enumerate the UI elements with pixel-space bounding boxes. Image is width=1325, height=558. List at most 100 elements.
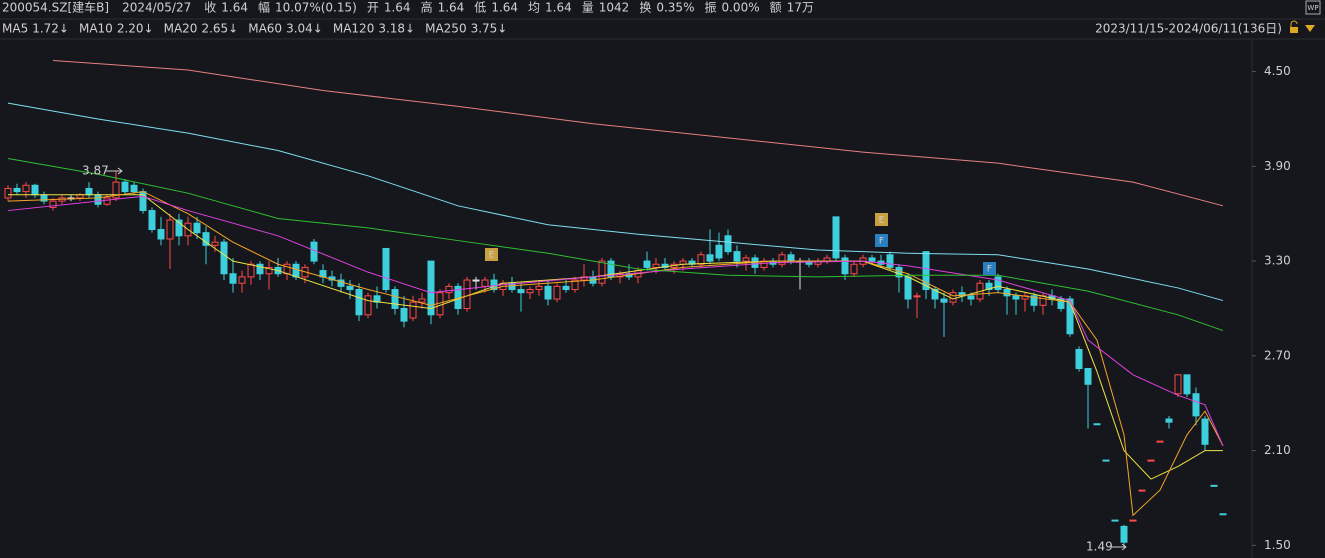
- candle-body: [715, 244, 723, 259]
- candle-body: [1012, 295, 1020, 300]
- ma-line: [7, 157, 1224, 332]
- legend-value: 1.72↓: [32, 22, 69, 36]
- candle-body: [391, 289, 399, 309]
- candle-body: [4, 187, 12, 199]
- price-annotation: 3.87: [82, 164, 109, 178]
- candle-body: [346, 285, 354, 291]
- header-label: 振: [704, 1, 716, 15]
- candle-body: [265, 266, 273, 275]
- event-label: E: [879, 216, 885, 226]
- wp-icon[interactable]: [1305, 0, 1321, 15]
- candle-body: [463, 279, 471, 309]
- candle-body: [94, 194, 102, 205]
- header-value: 1042: [599, 1, 630, 15]
- plot: 4.50 3.90 3.30 2.70 2.10 1.50 3.87 1.49 E E F F: [4, 60, 1291, 554]
- candle-body: [1147, 459, 1155, 462]
- header-label: 200054.SZ[建车B]: [2, 0, 109, 15]
- legend-name: MA20: [164, 22, 198, 36]
- candle-body: [427, 260, 435, 316]
- candle-body: [472, 279, 480, 282]
- header-value: 0.35%: [656, 1, 694, 15]
- candle-body: [355, 289, 363, 316]
- candle-body: [787, 254, 795, 262]
- candle-body: [1201, 418, 1209, 445]
- event-badge[interactable]: [485, 248, 498, 261]
- candle-body: [958, 292, 966, 297]
- candle-body: [1093, 423, 1101, 426]
- event-badge[interactable]: [875, 234, 888, 247]
- candle-body: [1084, 367, 1092, 385]
- candle-body: [778, 254, 786, 265]
- candle-body: [1003, 289, 1011, 297]
- header-value: 1.64: [438, 1, 465, 15]
- candle-body: [535, 285, 543, 291]
- candle-body: [1192, 393, 1200, 417]
- lock-icon[interactable]: [1290, 27, 1298, 33]
- candle-body: [364, 295, 372, 316]
- ma-legend: MA5 1.72↓ MA10 2.20↓ MA20 2.65↓ MA60 3.04↓ MA120…: [2, 22, 507, 36]
- candle-body: [112, 181, 120, 199]
- header-label: 换: [639, 1, 651, 15]
- candle-body: [49, 200, 57, 208]
- candle-body: [553, 285, 561, 300]
- candle-body: [607, 260, 615, 278]
- candle-body: [166, 219, 174, 240]
- candle-body: [1057, 298, 1065, 309]
- header-label: 幅: [258, 0, 270, 15]
- wp-icon-text: WP: [1307, 4, 1318, 12]
- candle-body: [13, 187, 21, 193]
- legend-value: 3.18↓: [378, 22, 415, 36]
- candle-body: [148, 210, 156, 231]
- event-badge[interactable]: [875, 213, 888, 226]
- candle-body: [445, 285, 453, 294]
- candle-body: [157, 229, 165, 240]
- y-tick-label: 2.10: [1264, 443, 1291, 457]
- candle-body: [733, 251, 741, 262]
- candle-body: [256, 263, 264, 275]
- ma-line: [7, 195, 1224, 447]
- candle-body: [220, 241, 228, 275]
- candle-body: [211, 241, 219, 246]
- candle-body: [409, 301, 417, 319]
- header-value: 0.00%: [721, 1, 759, 15]
- header-label: 额: [770, 1, 782, 15]
- candle-body: [580, 276, 588, 281]
- candle-body: [202, 232, 210, 246]
- candle-body: [931, 289, 939, 300]
- annotation-arrow: [1112, 543, 1127, 551]
- candle-body: [832, 216, 840, 259]
- legend-value: 2.20↓: [117, 22, 154, 36]
- candle-body: [481, 279, 489, 287]
- candle-body: [1183, 374, 1191, 395]
- candle-body: [292, 263, 300, 278]
- candle-body: [850, 263, 858, 275]
- dropdown-icon[interactable]: [1305, 25, 1315, 32]
- header-value: 1.64: [545, 1, 572, 15]
- candle-body: [922, 251, 930, 291]
- candle-body: [616, 273, 624, 278]
- legend-name: MA10: [79, 22, 113, 36]
- legend-value: 3.04↓: [286, 22, 323, 36]
- candle-body: [544, 285, 552, 300]
- candle-body: [1156, 440, 1164, 443]
- header-label: 高: [421, 0, 433, 15]
- candle-body: [742, 257, 750, 262]
- candle-body: [598, 260, 606, 284]
- candle-body: [841, 257, 849, 275]
- candle-body: [31, 184, 39, 196]
- candle-body: [724, 235, 732, 253]
- candle-body: [85, 187, 93, 196]
- date-range[interactable]: 2023/11/15-2024/06/11(136日): [1095, 22, 1282, 36]
- legend-value: 2.65↓: [201, 22, 238, 36]
- header-value: 1.64: [491, 1, 518, 15]
- candle-body: [1066, 298, 1074, 335]
- candle-body: [175, 219, 183, 237]
- event-badge[interactable]: [983, 262, 996, 275]
- candle-body: [868, 257, 876, 262]
- header-label: 开: [367, 1, 379, 15]
- y-tick-label: 2.70: [1264, 348, 1291, 362]
- candle-body: [1111, 519, 1119, 522]
- y-tick-label: 4.50: [1264, 64, 1291, 78]
